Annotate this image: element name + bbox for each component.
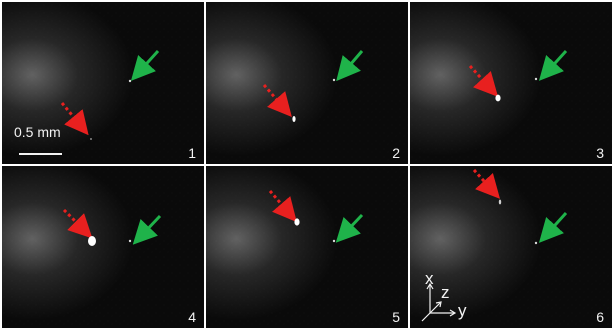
green-arrow <box>538 211 568 243</box>
particle-moving <box>90 138 92 140</box>
bright-region <box>410 166 612 328</box>
bright-region <box>206 166 408 328</box>
panel-5: 5 <box>206 166 408 328</box>
axis-y-label: y <box>458 301 467 320</box>
green-arrow <box>335 213 364 243</box>
red-dashed-arrow <box>472 168 501 199</box>
particle-moving <box>294 218 300 226</box>
particle-static <box>534 241 538 245</box>
green-arrow <box>130 49 160 81</box>
red-dashed-arrow <box>62 208 93 239</box>
green-arrow <box>336 50 364 82</box>
panel-number: 4 <box>188 309 196 325</box>
bright-region <box>410 2 612 164</box>
particle-static <box>534 77 538 81</box>
bright-region <box>206 2 408 164</box>
panel-1-image <box>2 2 204 164</box>
particle-moving <box>292 116 296 122</box>
particle-moving <box>498 199 502 205</box>
scale-bar <box>19 153 62 155</box>
panel-number: 1 <box>188 145 196 161</box>
panel-2-image <box>206 2 408 164</box>
axis-z-label: z <box>441 283 450 302</box>
panel-6-image <box>410 166 612 328</box>
panel-3-image <box>410 2 612 164</box>
bright-region <box>2 166 204 328</box>
panel-number: 6 <box>596 309 604 325</box>
bright-region <box>2 2 204 164</box>
axis-labels: x z y <box>410 166 612 328</box>
red-dashed-arrow <box>468 64 499 97</box>
particle-moving <box>88 236 96 246</box>
axis-x-label: x <box>425 269 434 288</box>
panel-3: 3 <box>410 2 612 164</box>
panel-2: 2 <box>206 2 408 164</box>
panel-number: 5 <box>392 309 400 325</box>
green-arrow <box>538 49 568 81</box>
panel-5-image <box>206 166 408 328</box>
axes-lines <box>421 282 457 322</box>
green-arrow <box>132 214 162 245</box>
panel-6: x z y 6 <box>410 166 612 328</box>
scale-bar-label: 0.5 mm <box>14 124 61 140</box>
panel-number: 2 <box>392 145 400 161</box>
red-dashed-arrow <box>262 84 292 118</box>
red-dashed-arrow <box>268 190 297 223</box>
particle-static <box>128 79 132 83</box>
particle-static <box>332 239 336 243</box>
panel-1: 0.5 mm 1 <box>2 2 204 164</box>
red-dashed-arrow <box>60 102 89 136</box>
particle-static <box>128 239 132 243</box>
particle-moving <box>495 94 501 102</box>
panel-4-image <box>2 166 204 328</box>
panel-number: 3 <box>596 145 604 161</box>
particle-static <box>332 78 336 82</box>
panel-4: 4 <box>2 166 204 328</box>
